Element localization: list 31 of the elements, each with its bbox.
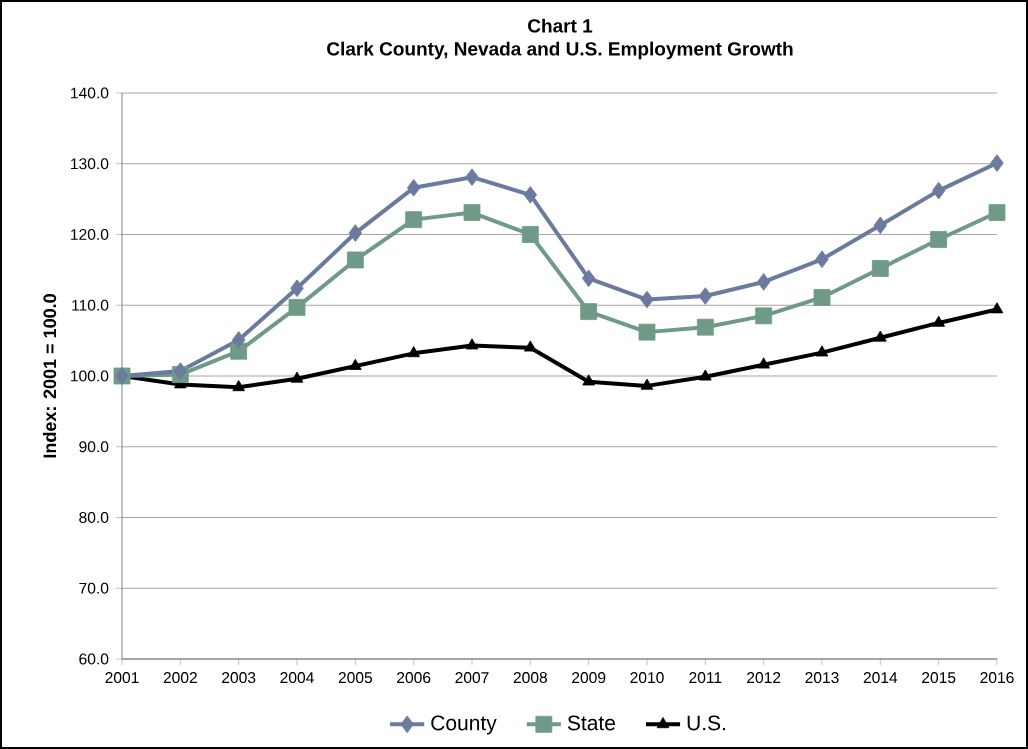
y-tick-label: 120.0: [71, 228, 109, 241]
x-tick-label: 2006: [397, 672, 431, 684]
legend-label: County: [431, 715, 497, 735]
x-tick-label: 2009: [572, 672, 606, 684]
x-tick-label: 2001: [105, 672, 139, 684]
x-tick-label: 2002: [163, 672, 197, 684]
y-tick-label: 130.0: [71, 158, 109, 170]
x-tick-label: 2013: [805, 672, 839, 684]
y-tick-label: 100.0: [71, 370, 109, 382]
x-tick-label: 2010: [630, 672, 664, 684]
x-tick-label: 2003: [222, 672, 256, 684]
chart-subtitle: Clark County, Nevada and U.S. Employment Growth: [327, 41, 793, 60]
x-tick-label: 2007: [455, 672, 489, 684]
x-tick-label: 2005: [338, 672, 373, 684]
legend-label: U.S.: [687, 715, 726, 731]
legend-label: State: [567, 715, 615, 731]
x-tick-label: 2015: [922, 672, 956, 684]
x-tick-label: 2004: [280, 672, 314, 684]
y-tick-label: 110.0: [72, 299, 109, 311]
y-tick-label: 60.0: [79, 653, 109, 665]
y-tick-label: 90.0: [79, 441, 109, 453]
chart-title: Chart 1: [528, 18, 593, 33]
x-tick-label: 2008: [513, 672, 547, 684]
y-tick-label: 80.0: [79, 511, 109, 524]
x-tick-label: 2011: [689, 672, 722, 684]
y-tick-label: 140.0: [71, 87, 109, 99]
x-tick-label: 2014: [863, 672, 898, 684]
y-tick-label: 70.0: [79, 582, 109, 594]
y-axis-title: Index: 2001 = 100.0: [42, 294, 57, 458]
x-tick-label: 2016: [980, 672, 1014, 684]
x-tick-label: 2012: [747, 672, 781, 684]
